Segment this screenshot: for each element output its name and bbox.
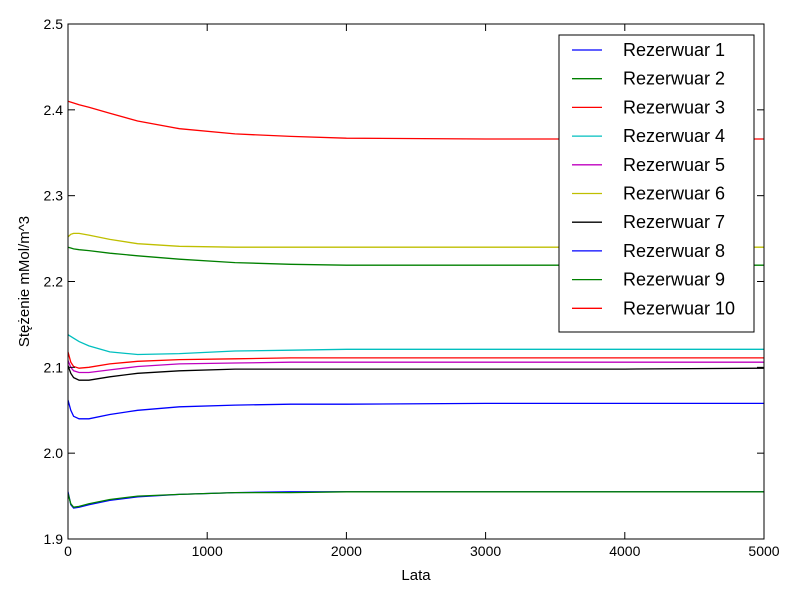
axis-ticks: 0 1000 2000 3000 4000 5000 1.9 2.0 2.1 2.2 2.3 2.4 2…	[44, 16, 780, 559]
legend-label-9: Rezerwuar 9	[623, 270, 725, 290]
legend-box	[558, 34, 755, 333]
legend-label-1: Rezerwuar 1	[623, 40, 725, 60]
series-lines	[68, 100, 764, 509]
x-tick-label: 3000	[470, 543, 501, 559]
x-tick-label: 2000	[331, 543, 362, 559]
x-axis-label: Lata	[401, 567, 431, 584]
legend-label-5: Rezerwuar 5	[623, 155, 725, 175]
series-line-9	[68, 491, 764, 508]
legend-label-7: Rezerwuar 7	[623, 212, 725, 232]
x-tick-label: 1000	[192, 543, 223, 559]
legend-label-2: Rezerwuar 2	[623, 69, 725, 89]
y-axis-label: Stężenie mMol/m^3	[16, 216, 33, 347]
x-tick-label: 0	[64, 543, 72, 559]
y-tick-label: 2.2	[44, 274, 64, 290]
y-tick-label: 2.0	[44, 445, 64, 461]
series-line-5	[68, 360, 764, 374]
y-tick-label: 1.9	[44, 531, 64, 547]
series-line-2	[68, 246, 764, 266]
legend-label-4: Rezerwuar 4	[623, 126, 725, 146]
x-tick-label: 5000	[748, 543, 779, 559]
x-tick-label: 4000	[609, 543, 640, 559]
legend-label-3: Rezerwuar 3	[623, 97, 725, 117]
legend-label-8: Rezerwuar 8	[623, 241, 725, 261]
y-tick-label: 2.3	[44, 188, 64, 204]
series-line-8	[68, 399, 764, 420]
legend: Rezerwuar 1 Rezerwuar 2 Rezerwuar 3 Rezerwu…	[558, 34, 755, 333]
y-tick-label: 2.1	[44, 359, 64, 375]
series-line-3	[68, 100, 764, 140]
series-line-4	[68, 334, 764, 356]
y-tick-label: 2.5	[44, 16, 64, 32]
y-tick-label: 2.4	[44, 102, 64, 118]
series-line-6	[68, 232, 764, 248]
legend-label-10: Rezerwuar 10	[623, 298, 735, 318]
legend-label-6: Rezerwuar 6	[623, 184, 725, 204]
series-line-7	[68, 365, 764, 381]
series-line-10	[68, 351, 764, 369]
